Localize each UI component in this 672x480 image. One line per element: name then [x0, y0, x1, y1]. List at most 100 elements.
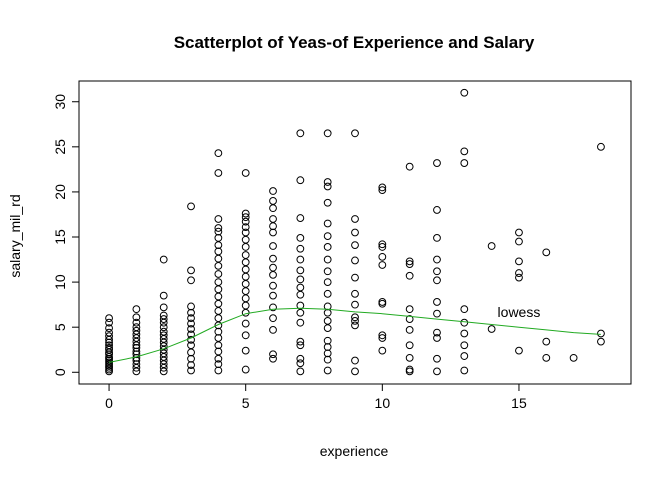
data-point	[214, 261, 223, 270]
data-point	[323, 349, 332, 358]
data-point	[241, 213, 250, 222]
y-tick-label: 30	[52, 94, 68, 110]
data-point	[323, 198, 332, 207]
data-point	[351, 215, 359, 223]
data-point	[323, 267, 332, 276]
data-point	[105, 324, 113, 332]
data-point	[296, 214, 305, 222]
data-point	[296, 308, 305, 317]
data-point	[378, 331, 387, 340]
data-point	[323, 324, 332, 332]
data-point	[351, 273, 359, 282]
data-point	[241, 365, 250, 374]
data-point	[351, 129, 359, 138]
data-point	[187, 276, 195, 285]
y-axis-label: salary_mil_rd	[7, 194, 23, 277]
data-point	[269, 228, 277, 237]
data-point	[269, 291, 277, 300]
data-point	[214, 285, 223, 294]
data-point	[323, 178, 332, 186]
data-point	[515, 237, 523, 246]
data-point	[296, 266, 305, 275]
chart-title: Scatterplot of Yeas-of Experience and Sa…	[174, 33, 535, 52]
data-point	[187, 314, 195, 323]
data-point	[296, 341, 305, 350]
data-point	[214, 347, 223, 356]
data-point	[296, 176, 305, 185]
data-point	[269, 270, 277, 279]
data-point	[269, 204, 277, 213]
data-point	[296, 359, 305, 368]
data-point	[433, 234, 441, 242]
data-point	[187, 366, 195, 375]
data-point	[214, 215, 223, 223]
data-point	[460, 352, 469, 360]
data-point	[597, 329, 605, 338]
data-point	[296, 244, 305, 253]
y-tick-label: 10	[52, 274, 68, 290]
data-point	[214, 254, 223, 263]
data-point	[241, 287, 250, 296]
data-point	[241, 258, 250, 267]
data-point	[105, 332, 113, 341]
data-point	[405, 257, 414, 266]
data-point	[433, 309, 441, 318]
data-point	[405, 162, 414, 171]
data-point	[405, 271, 414, 280]
data-point	[241, 223, 250, 231]
data-point	[460, 318, 469, 327]
data-point	[241, 294, 250, 303]
data-point	[323, 289, 332, 298]
data-point	[378, 183, 387, 192]
data-point	[351, 300, 359, 309]
data-point	[241, 228, 250, 237]
data-point	[214, 270, 223, 278]
data-point	[214, 307, 223, 315]
data-point	[241, 169, 250, 177]
data-point	[269, 254, 277, 263]
data-point	[433, 206, 441, 214]
data-point	[269, 187, 277, 195]
data-point	[269, 281, 277, 290]
data-point	[433, 354, 441, 363]
data-point	[378, 261, 387, 269]
data-point	[187, 266, 195, 275]
data-point	[460, 341, 469, 350]
data-point	[460, 366, 469, 375]
data-point	[105, 341, 113, 350]
data-point	[323, 366, 332, 375]
data-point	[323, 219, 332, 228]
data-point	[214, 247, 223, 256]
data-point	[433, 276, 441, 285]
x-axis-label: experience	[320, 443, 389, 459]
data-point	[351, 321, 359, 330]
data-point	[351, 316, 359, 325]
data-point	[214, 314, 223, 323]
data-point	[241, 243, 250, 251]
data-point	[269, 263, 277, 272]
data-point	[214, 299, 223, 308]
data-point	[241, 272, 250, 281]
data-point	[433, 367, 441, 376]
data-point	[351, 228, 359, 237]
data-point	[433, 267, 441, 276]
data-point	[351, 241, 359, 250]
data-point	[323, 355, 332, 364]
data-point	[323, 182, 332, 191]
y-tick-label: 15	[52, 229, 68, 245]
data-point	[241, 346, 250, 355]
data-point	[597, 142, 605, 151]
data-point	[132, 318, 141, 327]
data-point	[159, 311, 168, 320]
data-point	[241, 209, 250, 218]
x-axis: 0 5 10 15	[105, 383, 527, 411]
data-point	[214, 234, 223, 242]
data-point	[515, 273, 523, 282]
data-point	[105, 328, 113, 337]
data-point	[378, 240, 387, 249]
data-point	[378, 334, 387, 342]
data-point	[515, 346, 523, 355]
data-point	[351, 256, 359, 265]
y-tick-label: 5	[52, 323, 68, 331]
